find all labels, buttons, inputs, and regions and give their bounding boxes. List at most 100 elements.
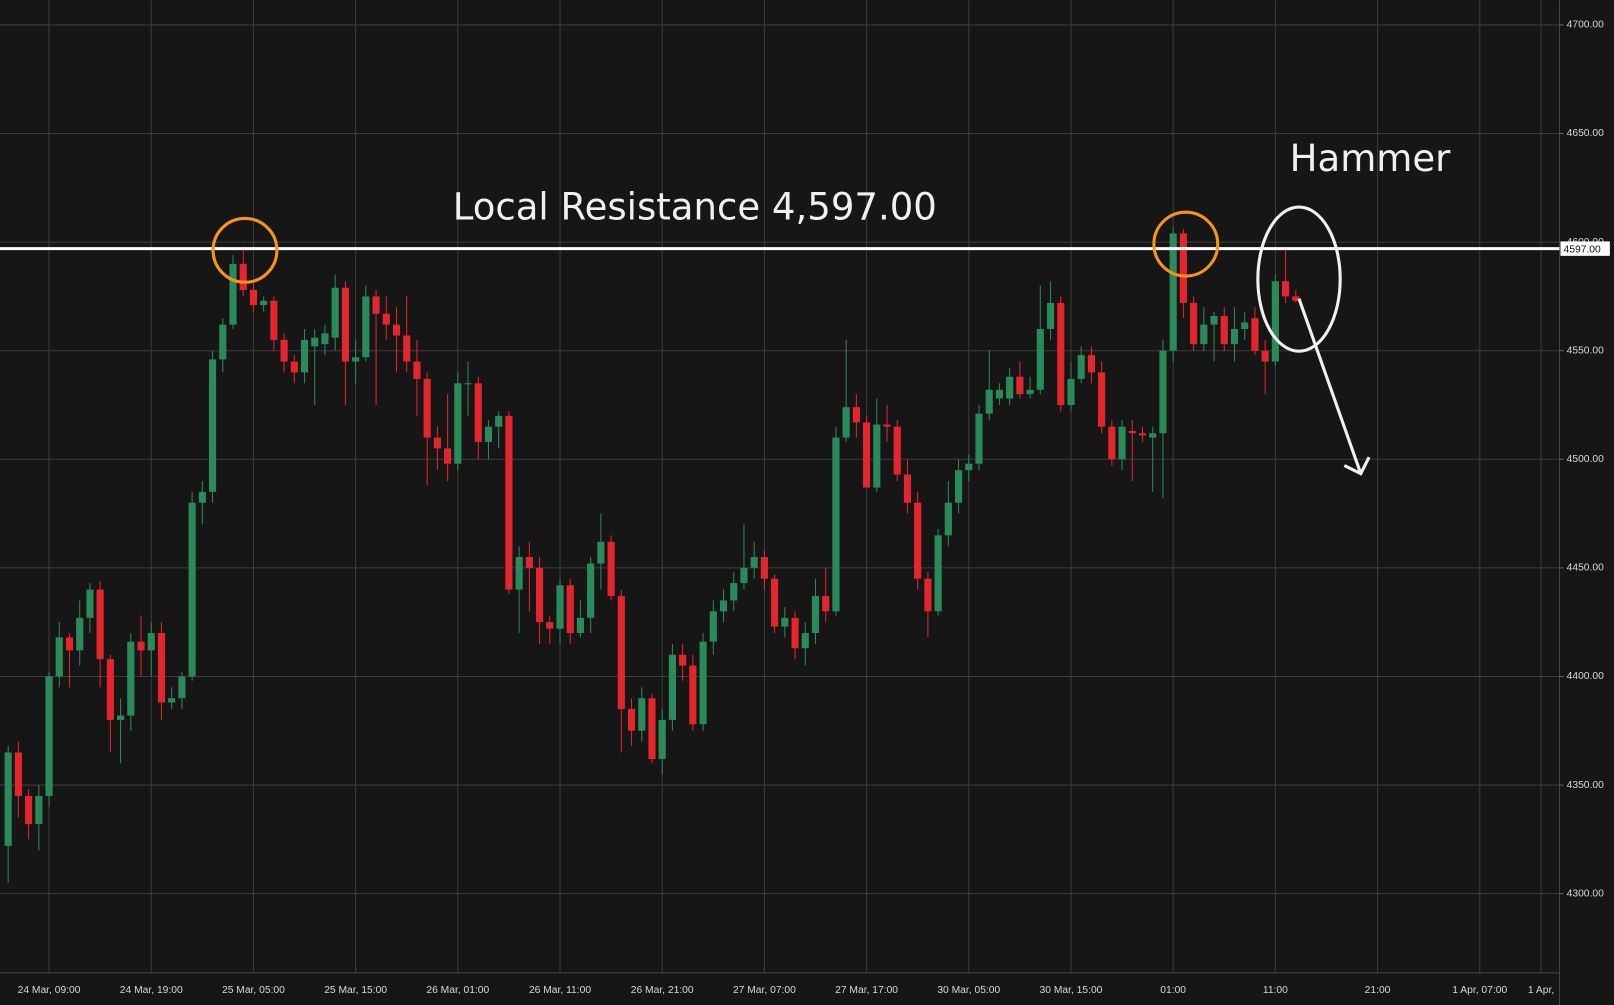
candle-body	[1026, 389, 1034, 395]
candle-body	[801, 633, 809, 649]
candle-body	[45, 676, 53, 796]
candle-body	[903, 474, 912, 503]
x-tick-label: 26 Mar, 01:00	[426, 985, 489, 996]
y-tick-label: 4300.00	[1567, 888, 1604, 899]
candle-body	[290, 361, 298, 373]
candle-body	[873, 424, 881, 488]
candle-body	[1077, 355, 1085, 379]
y-tick-label: 4700.00	[1567, 20, 1604, 31]
candle-body	[1016, 376, 1024, 395]
y-tick-label: 4500.00	[1567, 454, 1604, 465]
candle-body	[1006, 376, 1014, 399]
candle-body	[352, 357, 360, 362]
candle-body	[362, 296, 370, 358]
arrow	[1297, 298, 1371, 476]
candle-body	[1281, 281, 1290, 297]
candle-body	[168, 698, 176, 703]
candles	[4, 226, 1300, 883]
candle-body	[535, 567, 544, 623]
candle-body	[219, 324, 227, 360]
candle-body	[484, 426, 493, 442]
candle-body	[35, 795, 43, 825]
candle-body	[300, 339, 309, 373]
candle-body	[863, 422, 871, 488]
candle-body	[4, 752, 12, 846]
resistance-label-box	[1560, 241, 1610, 256]
candle-body	[1149, 433, 1157, 438]
candle-body	[157, 633, 166, 703]
candle-body	[505, 415, 513, 590]
candle-body	[198, 491, 206, 503]
candle-body	[280, 339, 288, 362]
x-tick-label: 24 Mar, 19:00	[120, 985, 183, 996]
candle-body	[117, 715, 125, 720]
candle-body	[178, 676, 186, 699]
candle-body	[607, 541, 615, 597]
overlay: 4597.00	[0, 241, 1610, 256]
candle-body	[975, 413, 983, 464]
candle-body	[1190, 302, 1198, 345]
candle-body	[771, 578, 779, 627]
x-tick-label: 30 Mar, 05:00	[937, 985, 1000, 996]
candle-body	[444, 448, 452, 464]
candle-body	[495, 415, 503, 427]
candle-body	[719, 600, 728, 612]
candle-body	[1230, 328, 1239, 345]
candle-body	[76, 617, 84, 651]
candle-body	[14, 752, 22, 796]
candle-body	[566, 585, 574, 634]
candle-body	[791, 617, 799, 649]
candle-body	[1057, 302, 1065, 405]
candle-body	[96, 589, 104, 660]
x-tick-label: 11:00	[1263, 985, 1288, 996]
x-tick-label: 1 Apr, 07:00	[1452, 985, 1507, 996]
candle-body	[1200, 324, 1208, 345]
candle-body	[423, 378, 431, 438]
y-tick-label: 4550.00	[1567, 345, 1604, 356]
highlight-ellipse	[1256, 205, 1342, 353]
candle-body	[311, 337, 319, 347]
candle-body	[689, 665, 697, 725]
x-tick-label: 25 Mar, 15:00	[324, 985, 387, 996]
candle-body	[617, 596, 625, 710]
y-tick-label: 4350.00	[1567, 780, 1604, 791]
candle-body	[1036, 328, 1044, 390]
candle-body	[474, 383, 482, 442]
candle-body	[1118, 426, 1126, 460]
candle-body	[239, 263, 247, 290]
y-tick-label: 4450.00	[1567, 563, 1604, 574]
x-tick-label: 24 Mar, 09:00	[18, 985, 81, 996]
candle-body	[1098, 372, 1106, 427]
x-tick-label: 27 Mar, 07:00	[733, 985, 796, 996]
candle-body	[750, 557, 758, 568]
annotation: Hammer	[1290, 137, 1452, 180]
x-tick-label: 25 Mar, 05:00	[222, 985, 285, 996]
candle-body	[260, 300, 268, 306]
annotation: Local Resistance 4,597.00	[453, 186, 937, 229]
candle-body	[1159, 350, 1167, 434]
candle-body	[1271, 281, 1279, 362]
x-tick-label: 1 Apr,	[1528, 985, 1554, 996]
candle-body	[965, 463, 973, 471]
candle-body	[1251, 318, 1259, 351]
candle-body	[1087, 355, 1095, 373]
candle-body	[883, 424, 891, 427]
candle-body	[597, 541, 605, 564]
candle-body	[638, 698, 646, 731]
x-tick-label: 26 Mar, 21:00	[631, 985, 694, 996]
candle-body	[525, 557, 533, 568]
candle-body	[709, 611, 717, 642]
x-tick-label: 27 Mar, 17:00	[835, 985, 898, 996]
candle-body	[382, 313, 390, 325]
candle-body	[454, 383, 462, 464]
candle-body	[1210, 315, 1218, 325]
candle-body	[658, 719, 666, 759]
candle-body	[781, 617, 789, 627]
candle-body	[127, 641, 135, 716]
candle-body	[924, 578, 932, 612]
candle-body	[546, 622, 554, 629]
candle-body	[556, 585, 564, 629]
candle-body	[730, 583, 738, 601]
candle-body	[86, 589, 94, 618]
